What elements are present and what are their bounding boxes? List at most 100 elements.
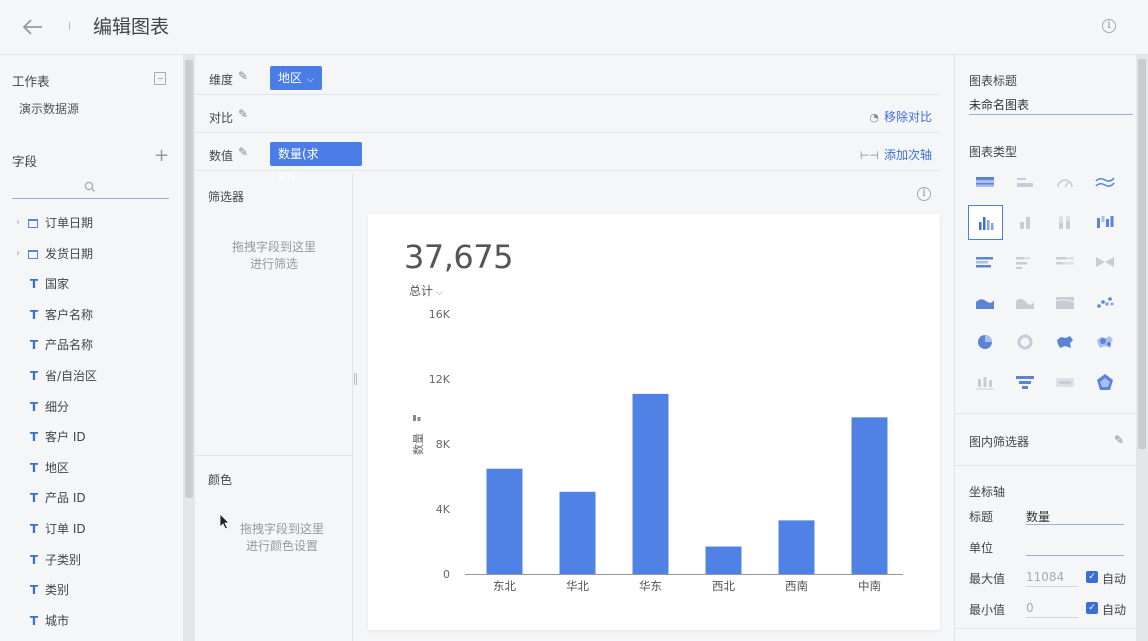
bar-horizontal-icon (976, 257, 993, 268)
chart-type-gauge[interactable] (1048, 165, 1083, 200)
chart-title-input[interactable]: 未命名图表 (969, 96, 1133, 115)
back-arrow-icon[interactable] (20, 14, 46, 40)
field-item[interactable]: T 类别 (0, 575, 183, 606)
chart-type-bar-horizontal[interactable] (968, 245, 1003, 280)
chevron-right-icon[interactable]: › (16, 247, 20, 259)
chart-type-table[interactable] (968, 165, 1003, 200)
left-sidebar: 工作表 演示数据源 字段 + › 订单日期 › 发货日期 T 国家 T 客户名称 T 产品名称 T 省… (0, 55, 183, 641)
field-item[interactable]: › 订单日期 (0, 208, 183, 239)
chart-type-butterfly[interactable] (1088, 245, 1123, 280)
auto-min-checkbox[interactable]: ✓ (1086, 602, 1098, 614)
dimension-shelf[interactable]: 维度 ✎ 地区 ⌵ (195, 57, 940, 95)
left-scroll-thumb[interactable] (185, 60, 193, 498)
dimension-pill[interactable]: 地区 ⌵ (270, 66, 322, 90)
left-scrollbar[interactable] (183, 55, 195, 641)
chart-type-bar-small[interactable] (1008, 205, 1043, 240)
axis-unit-label: 单位 (969, 541, 994, 555)
datasource-name[interactable]: 演示数据源 (19, 102, 80, 116)
y-tick-label: 0 (443, 568, 450, 581)
info-icon[interactable]: i (1102, 19, 1116, 33)
axis-unit-input[interactable] (1026, 536, 1124, 556)
x-tick-label: 西北 (712, 579, 735, 593)
pencil-icon[interactable]: ✎ (238, 145, 249, 159)
workspace-title: 工作表 (12, 74, 50, 89)
field-item[interactable]: T 客户名称 (0, 300, 183, 331)
pencil-icon[interactable]: ✎ (238, 107, 249, 121)
color-title: 颜色 (208, 473, 233, 487)
waterfall-icon (1097, 216, 1114, 228)
chart-type-funnel[interactable] (1008, 365, 1043, 400)
chart-type-word-cloud[interactable] (1048, 365, 1083, 400)
chart-type-bar-vertical[interactable] (968, 205, 1003, 240)
x-tick-label: 西南 (785, 579, 808, 593)
value-label: 数值 (209, 149, 234, 163)
field-label: 产品 ID (45, 491, 86, 506)
chart-type-area-stacked[interactable] (1008, 285, 1043, 320)
chart-type-waterfall[interactable] (1088, 205, 1123, 240)
field-item[interactable]: T 城市 (0, 606, 183, 637)
value-pill[interactable]: 数量(求和) ⌵ (270, 142, 362, 185)
chart-type-stacked-bar[interactable] (1048, 205, 1083, 240)
chart-type-donut[interactable] (1008, 325, 1043, 360)
chart-type-map-region[interactable] (1048, 325, 1083, 360)
word-cloud-icon (1056, 378, 1074, 387)
chart-info-icon[interactable]: i (917, 187, 931, 201)
field-item[interactable]: T 细分 (0, 392, 183, 423)
kpi-label[interactable]: 总计 ⌵ (409, 284, 443, 298)
bar (705, 546, 742, 574)
field-item[interactable]: T 产品 ID (0, 483, 183, 514)
y-tick-label: 8K (436, 438, 451, 451)
chart-type-bar-horizontal-stacked[interactable] (1008, 245, 1043, 280)
chart-type-map-bubble[interactable] (1088, 325, 1123, 360)
compare-shelf[interactable]: 对比 ✎ ◔ 移除对比 (195, 95, 940, 133)
add-secondary-axis-button[interactable]: ⊢⊣ 添加次轴 (859, 148, 932, 162)
chart-type-pie[interactable] (968, 325, 1003, 360)
chart-type-scatter[interactable] (1088, 285, 1123, 320)
axis-title-label: 标题 (969, 510, 994, 524)
compare-label: 对比 (209, 111, 234, 125)
chart-type-label: 图表类型 (969, 145, 1018, 159)
chart-type-radar[interactable] (1088, 365, 1123, 400)
axis-title-input[interactable]: 数量 (1026, 505, 1124, 525)
field-label: 订单日期 (45, 216, 94, 230)
field-item[interactable]: T 订单 ID (0, 514, 183, 545)
field-item[interactable]: T 国家 (0, 269, 183, 300)
auto-max-checkbox[interactable]: ✓ (1086, 571, 1098, 583)
add-field-icon[interactable]: + (154, 145, 170, 166)
auto-min-label: 自动 (1102, 603, 1127, 617)
axis-max-input[interactable]: 11084 (1026, 567, 1078, 587)
pencil-icon[interactable]: ✎ (1114, 433, 1125, 447)
field-item[interactable]: › 发货日期 (0, 239, 183, 270)
chart-type-line[interactable] (1088, 165, 1123, 200)
field-item[interactable]: T 省/自治区 (0, 361, 183, 392)
chart-type-bar-horizontal-percent[interactable] (1048, 245, 1083, 280)
axis-min-input[interactable]: 0 (1026, 598, 1078, 618)
area-percent-icon (1055, 297, 1075, 309)
pencil-icon[interactable]: ✎ (238, 69, 249, 83)
map-region-icon (1057, 336, 1073, 348)
color-dropzone[interactable]: 拖拽字段到这里 进行颜色设置 (239, 522, 324, 553)
field-search-input[interactable] (12, 178, 169, 199)
field-item[interactable]: T 地区 (0, 453, 183, 484)
switch-datasource-icon[interactable] (154, 72, 166, 85)
chevron-down-icon: ⌵ (436, 288, 443, 298)
field-item[interactable]: T 产品名称 (0, 330, 183, 361)
field-item[interactable]: T 客户 ID (0, 422, 183, 453)
right-scrollbar[interactable] (1136, 55, 1148, 641)
field-item[interactable]: T 子类别 (0, 545, 183, 576)
axis-unit-row: 单位 (969, 536, 1134, 558)
chart-type-kpi-number[interactable] (1008, 165, 1043, 200)
field-label: 客户 ID (45, 430, 86, 445)
remove-compare-button[interactable]: ◔ 移除对比 (869, 110, 932, 124)
chart-type-area-percent[interactable] (1048, 285, 1083, 320)
filter-dropzone[interactable]: 拖拽字段到这里 进行筛选 (231, 240, 316, 271)
resize-handle[interactable] (354, 373, 357, 385)
funnel-icon (1016, 376, 1034, 389)
chevron-right-icon[interactable]: › (16, 217, 20, 228)
chart-type-boxplot[interactable] (968, 365, 1003, 400)
table-icon (976, 177, 994, 187)
chart-type-area[interactable] (968, 285, 1003, 320)
value-shelf[interactable]: 数值 ✎ 数量(求和) ⌵ ⊢⊣ 添加次轴 (195, 133, 940, 185)
right-scroll-thumb[interactable] (1138, 59, 1146, 449)
